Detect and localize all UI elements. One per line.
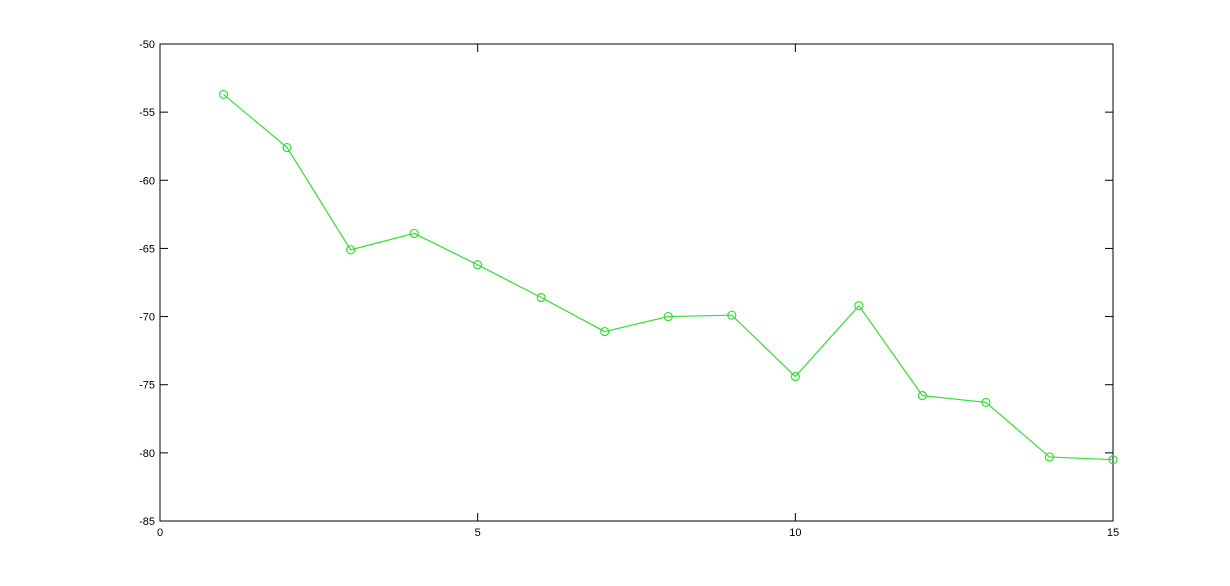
y-tick-label: -65	[139, 243, 155, 255]
data-point	[917, 391, 928, 401]
data-point	[790, 371, 800, 382]
data-point	[1044, 452, 1055, 462]
data-point	[854, 301, 864, 311]
data-point	[536, 292, 546, 303]
x-tick-label: 15	[1107, 527, 1119, 539]
y-tick-label: -55	[139, 107, 155, 119]
y-tick-label: -60	[139, 175, 155, 187]
y-tick-label: -80	[139, 448, 155, 460]
x-tick-label: 0	[157, 527, 163, 539]
x-tick-label: 5	[475, 527, 481, 539]
series-line	[223, 93, 1114, 461]
y-tick-label: -50	[139, 39, 155, 51]
x-tick-label: 10	[789, 527, 801, 539]
y-tick-label: -75	[139, 380, 155, 392]
plot-area	[159, 43, 1114, 522]
y-tick-label: -85	[139, 516, 155, 528]
data-point	[218, 89, 229, 100]
data-point	[663, 311, 673, 322]
data-point	[981, 397, 991, 408]
data-point	[282, 142, 292, 153]
data-point	[1108, 455, 1118, 465]
data-point	[409, 228, 419, 239]
y-tick-label: -70	[139, 312, 155, 324]
data-point	[473, 260, 483, 270]
data-point	[346, 245, 356, 255]
data-point	[600, 326, 610, 337]
data-point	[727, 310, 737, 320]
